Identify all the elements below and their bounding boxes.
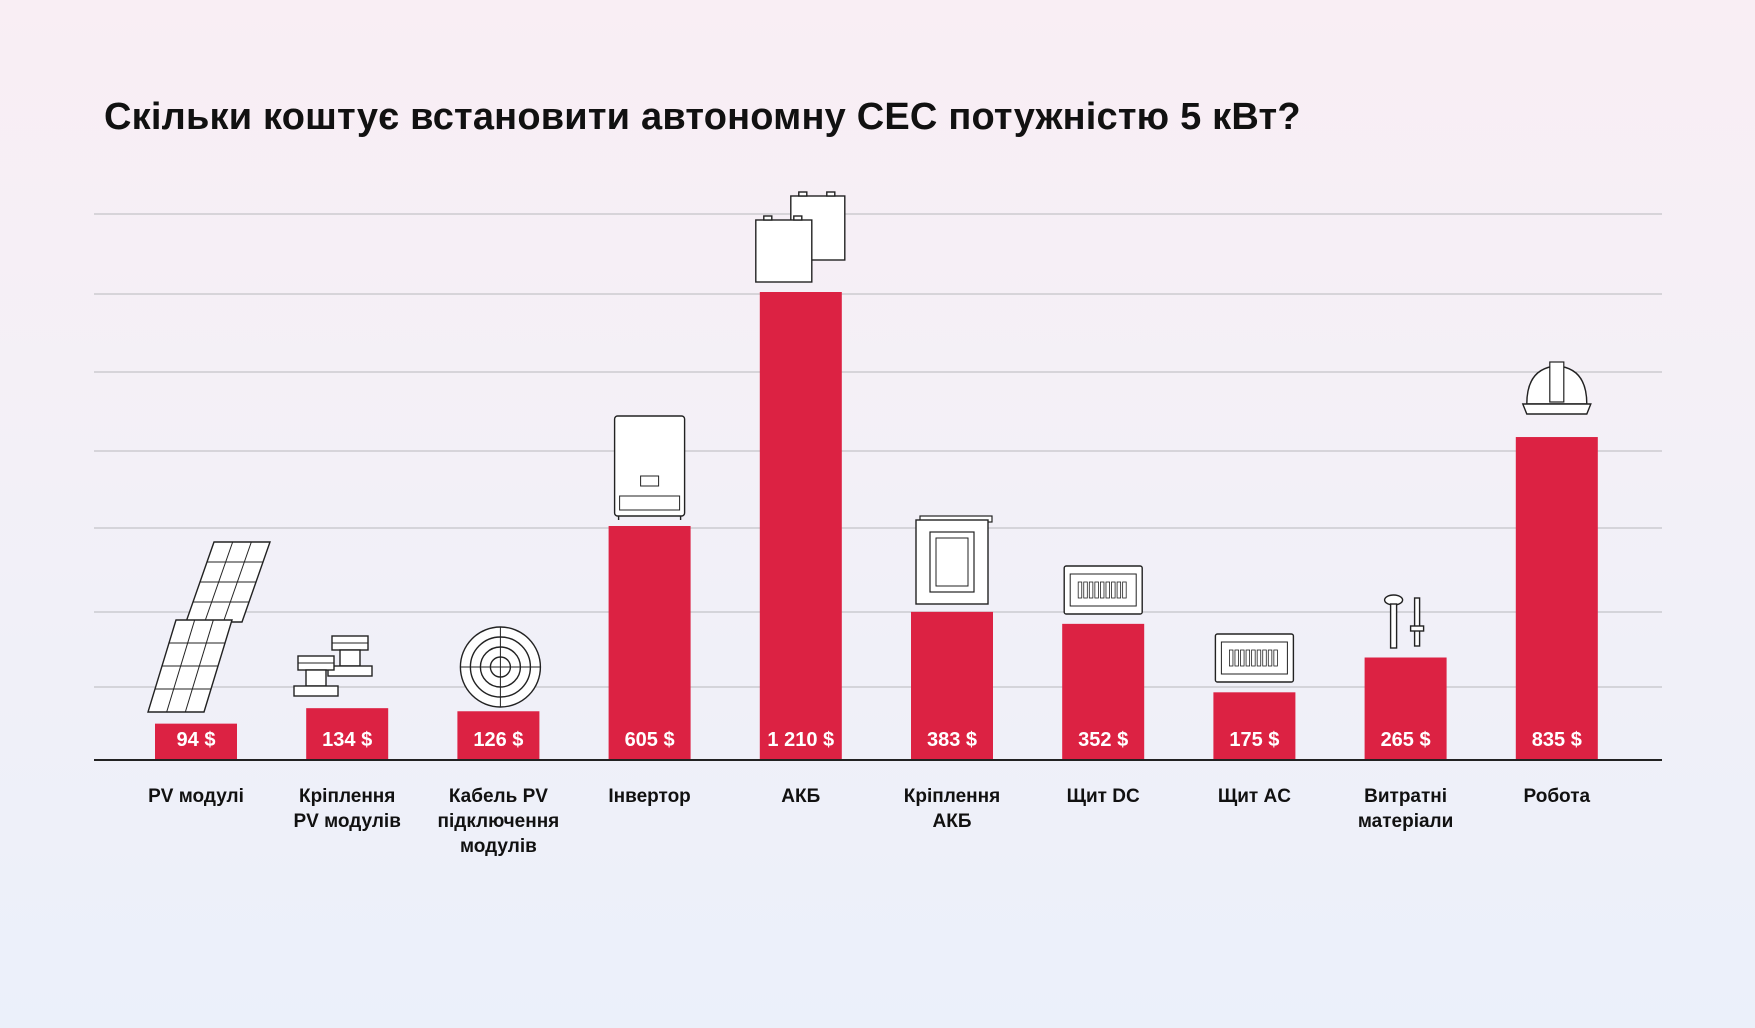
category-label: Щит AC xyxy=(1169,784,1339,809)
battery-rack-icon xyxy=(915,515,993,605)
category-label-line: PV модулів xyxy=(293,811,401,832)
batteries-icon xyxy=(755,191,846,283)
category-label-line: Кріплення xyxy=(298,786,396,807)
category-label-line: модулів xyxy=(459,836,537,857)
category-label: Робота xyxy=(1472,784,1642,809)
category-label: Щит DC xyxy=(1018,784,1188,809)
category-label-line: Щит DC xyxy=(1066,786,1140,807)
category-label-line: АКБ xyxy=(932,811,972,832)
gridlines xyxy=(94,213,1662,688)
chart-title: Скільки коштує встановити автономну СЕС … xyxy=(104,96,1301,138)
mounting-clamps-icon xyxy=(293,635,373,697)
inverter-icon xyxy=(613,415,686,520)
value-label: 835 $ xyxy=(1532,729,1582,751)
hard-hat-icon xyxy=(1521,361,1592,415)
category-label-line: PV модулі xyxy=(148,786,244,807)
dc-panel-icon xyxy=(1063,565,1143,615)
bar xyxy=(1364,657,1447,760)
category-label: Кріплення PV модулів xyxy=(262,784,432,834)
category-label: АКБ xyxy=(716,784,886,809)
bar xyxy=(155,723,237,760)
value-label: 134 $ xyxy=(322,729,372,751)
category-label-line: матеріали xyxy=(1357,811,1454,832)
value-label: 383 $ xyxy=(927,729,977,751)
category-label-line: АКБ xyxy=(781,786,821,807)
bar xyxy=(911,611,993,760)
bar xyxy=(759,292,842,760)
bar xyxy=(1213,692,1296,760)
bar xyxy=(1515,437,1598,760)
value-label: 352 $ xyxy=(1078,729,1128,751)
bar xyxy=(306,708,389,760)
ac-panel-icon xyxy=(1214,633,1295,683)
category-label-line: підключення xyxy=(437,811,560,832)
bolts-icon xyxy=(1383,594,1425,649)
value-label: 1 210 $ xyxy=(767,729,834,751)
category-label: PV модулі xyxy=(111,784,281,809)
category-label: Інвертор xyxy=(565,784,735,809)
value-label: 175 $ xyxy=(1229,729,1279,751)
value-labels: 94 $ 134 $ 126 $ 605 $ 1 210 $ 383 $ 352 $ 175 … xyxy=(177,729,1582,751)
category-label-line: Кріплення xyxy=(903,786,1001,807)
category-label-line: Щит AC xyxy=(1217,786,1291,807)
category-label: Витратні матеріали xyxy=(1321,784,1491,834)
bar xyxy=(608,526,691,760)
category-label: Кріплення АКБ xyxy=(867,784,1037,834)
bars xyxy=(155,292,1598,760)
category-label-line: Витратні xyxy=(1364,786,1448,807)
category-label-line: Кабель PV xyxy=(448,786,548,807)
value-label: 126 $ xyxy=(473,729,523,751)
category-label: Кабель PV підключення модулів xyxy=(413,784,583,859)
value-label: 605 $ xyxy=(625,729,675,751)
solar-panels-icon xyxy=(147,541,271,713)
bar xyxy=(1062,623,1145,760)
cable-coil-icon xyxy=(459,626,542,708)
category-label-line: Інвертор xyxy=(608,786,691,807)
category-icons xyxy=(147,191,1592,713)
bar xyxy=(457,711,540,760)
value-label: 94 $ xyxy=(177,729,216,751)
category-label-line: Робота xyxy=(1523,786,1591,807)
value-label: 265 $ xyxy=(1381,729,1431,751)
